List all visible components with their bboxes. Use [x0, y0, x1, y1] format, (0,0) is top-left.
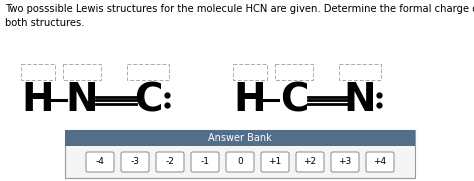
Bar — [65, 130, 415, 146]
FancyBboxPatch shape — [366, 152, 394, 172]
Text: C: C — [134, 81, 162, 119]
Bar — [65, 130, 415, 178]
Text: 0: 0 — [237, 157, 243, 167]
FancyBboxPatch shape — [86, 152, 114, 172]
Text: -3: -3 — [130, 157, 139, 167]
Text: +3: +3 — [338, 157, 352, 167]
Text: +1: +1 — [268, 157, 282, 167]
Text: -2: -2 — [165, 157, 174, 167]
FancyBboxPatch shape — [261, 152, 289, 172]
Text: H: H — [234, 81, 266, 119]
Text: +2: +2 — [303, 157, 317, 167]
Text: -4: -4 — [96, 157, 104, 167]
Text: H: H — [22, 81, 55, 119]
FancyBboxPatch shape — [331, 152, 359, 172]
Text: C: C — [280, 81, 308, 119]
FancyBboxPatch shape — [156, 152, 184, 172]
Text: N: N — [344, 81, 376, 119]
FancyBboxPatch shape — [226, 152, 254, 172]
Text: -1: -1 — [201, 157, 210, 167]
FancyBboxPatch shape — [296, 152, 324, 172]
FancyBboxPatch shape — [191, 152, 219, 172]
Text: Answer Bank: Answer Bank — [208, 133, 272, 143]
Text: +4: +4 — [374, 157, 387, 167]
Text: N: N — [66, 81, 98, 119]
FancyBboxPatch shape — [121, 152, 149, 172]
Text: Two posssible Lewis structures for the molecule HCN are given. Determine the for: Two posssible Lewis structures for the m… — [5, 4, 474, 28]
